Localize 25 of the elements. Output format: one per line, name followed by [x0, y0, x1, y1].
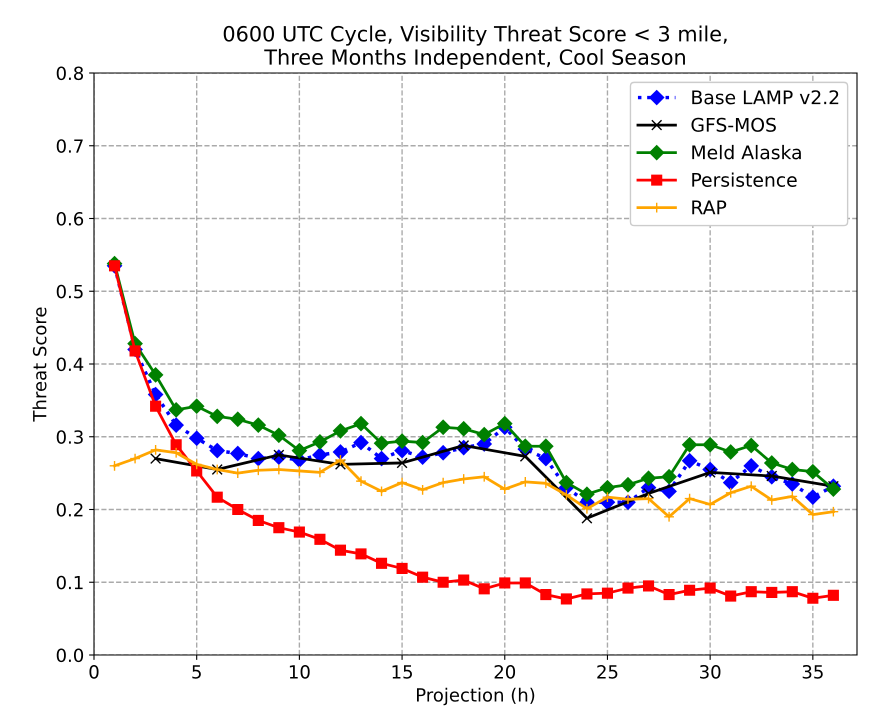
- legend-label: Meld Alaska: [692, 144, 801, 160]
- y-tick-label: 0.3: [56, 430, 83, 444]
- legend-label: GFS-MOS: [692, 118, 776, 132]
- x-tick-label: 0: [89, 665, 99, 679]
- x-tick-label: 10: [290, 665, 310, 679]
- x-tick-label: 15: [392, 665, 412, 679]
- x-tick-label: 5: [192, 665, 201, 679]
- x-axis-title: Projection (h): [417, 688, 534, 706]
- y-tick-label: 0.8: [56, 66, 84, 80]
- y-tick-label: 0.1: [56, 576, 83, 590]
- y-tick-label: 0.7: [56, 139, 83, 153]
- y-tick-label: 0.0: [56, 648, 84, 662]
- y-axis-title: Threat Score: [32, 307, 47, 422]
- y-tick-label: 0.4: [56, 357, 84, 372]
- x-tick-label: 20: [494, 665, 516, 679]
- x-tick-label: 25: [597, 665, 618, 679]
- legend-label: Base LAMP v2.2: [692, 90, 838, 104]
- y-tick-label: 0.5: [56, 284, 83, 298]
- x-tick-label: 30: [700, 665, 720, 679]
- legend-label: RAP: [692, 200, 726, 214]
- legend-label: Persistence: [692, 172, 797, 187]
- y-tick-label: 0.2: [56, 502, 82, 517]
- chart-title: 0600 UTC Cycle, Visibility Threat Score < 3 mile, Three Months Independent, Cool Season: [224, 26, 727, 69]
- x-tick-label: 35: [802, 665, 823, 679]
- y-tick-label: 0.6: [56, 212, 84, 226]
